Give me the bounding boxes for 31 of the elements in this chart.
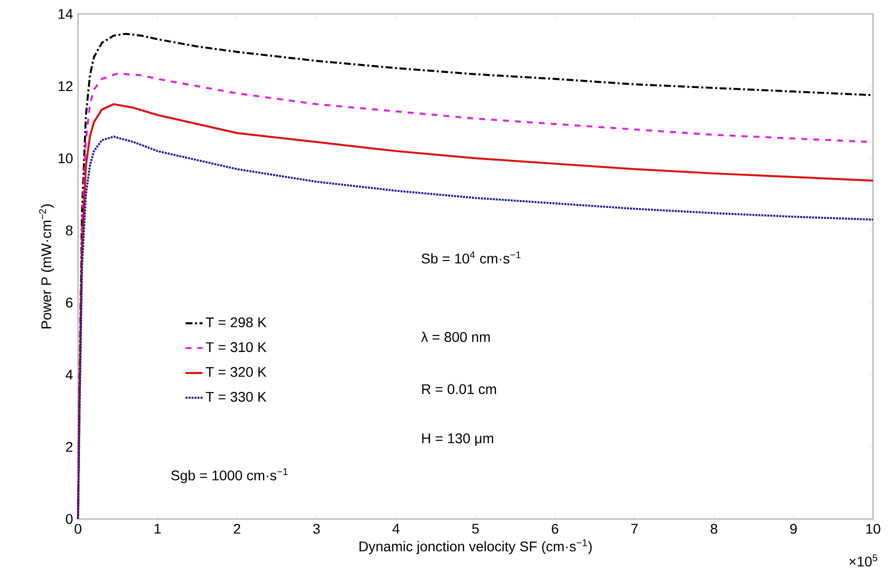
x-tick-label: 3 xyxy=(313,524,320,534)
annotation: R = 0.01 cm xyxy=(422,384,496,394)
y-tick-label: 4 xyxy=(66,370,73,380)
y-tick-label: 10 xyxy=(58,153,73,164)
annotation: λ = 800 nm xyxy=(421,332,490,342)
x-tick-label: 5 xyxy=(472,524,479,534)
x-axis-title: Dynamic jonction velocity SF (cm·s$^{−1}$) xyxy=(360,539,592,554)
x-tick-label: 0 xyxy=(74,524,82,534)
x-tick-label: 9 xyxy=(790,524,797,534)
text: ×10$^{5}$ xyxy=(849,554,878,567)
x-tick-label: 4 xyxy=(392,524,400,534)
y-tick-label: 14 xyxy=(58,9,73,19)
x-tick-label: 10 xyxy=(866,524,880,534)
x-tick-label: 8 xyxy=(710,524,718,534)
legend-label: T = 330 K xyxy=(206,392,266,402)
legend-label: T = 320 K xyxy=(206,367,266,377)
y-tick-label: 8 xyxy=(66,225,73,236)
y-axis-title: Power P (mW·cm$^{−2}$) xyxy=(39,204,54,328)
legend-label: T = 298 K xyxy=(206,317,266,328)
y-tick-label: 2 xyxy=(66,442,72,452)
x-tick-label: 2 xyxy=(234,524,240,534)
annotation: Sgb = 1000 cm·s$^{−1}$ xyxy=(171,468,288,484)
legend-label: T = 310 K xyxy=(206,342,266,352)
annotation: Sb = 10$^{4}$ cm·s$^{−1}$ xyxy=(422,251,521,264)
x-tick-label: 6 xyxy=(552,524,558,534)
x-tick-label: 1 xyxy=(154,524,161,534)
y-tick-label: 0 xyxy=(66,514,73,524)
x-tick-label: 7 xyxy=(631,524,638,534)
annotation: H = 130 μm xyxy=(422,433,494,446)
y-tick-label: 12 xyxy=(58,81,72,92)
y-tick-label: 6 xyxy=(66,298,73,308)
